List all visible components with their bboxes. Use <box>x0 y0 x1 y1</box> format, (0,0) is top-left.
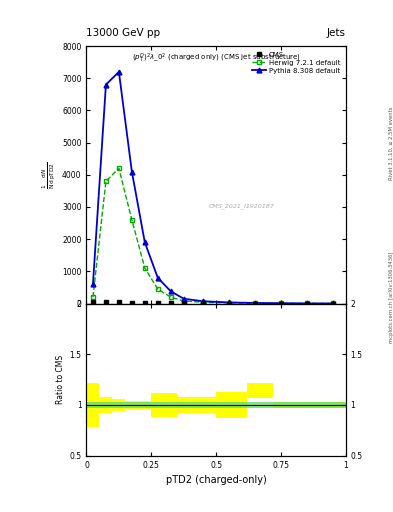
Text: Jets: Jets <box>327 28 346 38</box>
CMS <box>253 301 257 307</box>
X-axis label: pTD2 (charged-only): pTD2 (charged-only) <box>166 475 266 485</box>
Text: 13000 GeV pp: 13000 GeV pp <box>86 28 161 38</box>
CMS <box>129 300 134 306</box>
CMS <box>305 301 309 307</box>
CMS <box>156 300 160 306</box>
Legend: CMS, Herwig 7.2.1 default, Pythia 8.308 default: CMS, Herwig 7.2.1 default, Pythia 8.308 … <box>250 50 342 76</box>
CMS <box>116 299 121 305</box>
Line: CMS: CMS <box>90 300 335 306</box>
Text: mcplots.cern.ch [arXiv:1306.3436]: mcplots.cern.ch [arXiv:1306.3436] <box>389 251 393 343</box>
CMS <box>169 301 173 307</box>
Text: $(p_T^D)^2\lambda\_0^2$ (charged only) (CMS jet substructure): $(p_T^D)^2\lambda\_0^2$ (charged only) (… <box>132 51 301 65</box>
Text: Rivet 3.1.10, ≥ 2.5M events: Rivet 3.1.10, ≥ 2.5M events <box>389 106 393 180</box>
Y-axis label: Ratio to CMS: Ratio to CMS <box>56 355 65 404</box>
CMS <box>227 301 231 307</box>
CMS <box>90 299 95 305</box>
Text: CMS_2021_I1920187: CMS_2021_I1920187 <box>209 203 275 208</box>
CMS <box>142 300 147 306</box>
CMS <box>182 301 186 307</box>
Y-axis label: $\frac{1}{\mathrm{N}}\frac{\mathrm{d}N}{\mathrm{d}\,\mathrm{pTD2}}$: $\frac{1}{\mathrm{N}}\frac{\mathrm{d}N}{… <box>41 161 58 188</box>
CMS <box>279 301 283 307</box>
CMS <box>331 301 335 307</box>
CMS <box>201 301 206 307</box>
CMS <box>104 299 108 305</box>
